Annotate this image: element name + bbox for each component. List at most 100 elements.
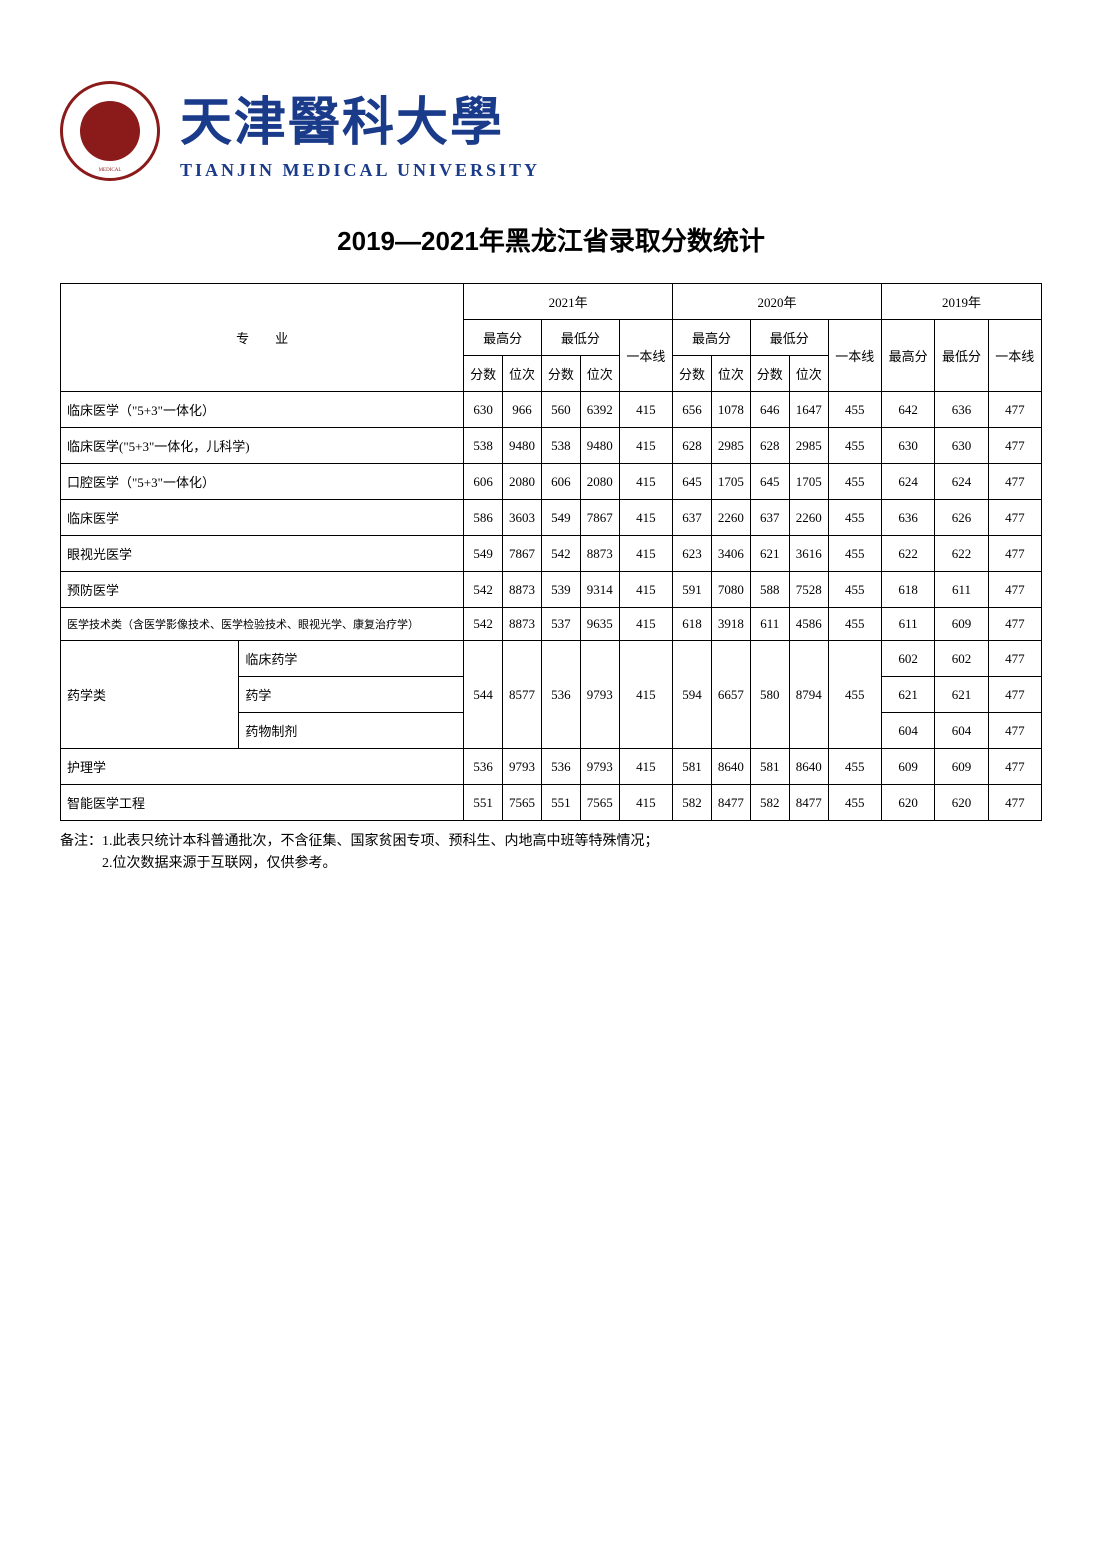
table-row: 口腔医学（"5+3"一体化） 606 2080 606 2080 415 645… [61,464,1042,500]
cell: 2985 [711,428,750,464]
cell: 549 [464,536,503,572]
major-sub-cell: 药物制剂 [239,713,464,749]
th-rank: 位次 [711,356,750,392]
major-cell: 临床医学 [61,500,464,536]
cell: 455 [828,536,881,572]
major-cell: 眼视光医学 [61,536,464,572]
table-row: 智能医学工程 551 7565 551 7565 415 582 8477 58… [61,785,1042,821]
cell: 9793 [503,749,542,785]
cell: 646 [750,392,789,428]
cell: 477 [988,392,1041,428]
th-rank: 位次 [580,356,619,392]
cell: 415 [619,464,672,500]
cell: 8577 [503,641,542,749]
th-score: 分数 [541,356,580,392]
cell: 9793 [580,641,619,749]
university-cn-name: 天津醫科大學 [180,80,540,155]
cell: 477 [988,464,1041,500]
major-group-cell: 药学类 [61,641,239,749]
cell: 7080 [711,572,750,608]
university-logo: MEDICAL [60,81,160,181]
cell: 536 [464,749,503,785]
cell: 2260 [711,500,750,536]
cell: 538 [541,428,580,464]
cell: 6657 [711,641,750,749]
cell: 594 [673,641,712,749]
cell: 415 [619,536,672,572]
cell: 536 [541,641,580,749]
cell: 4586 [789,608,828,641]
cell: 624 [935,464,988,500]
header: MEDICAL 天津醫科大學 TIANJIN MEDICAL UNIVERSIT… [60,80,1042,181]
th-score: 分数 [464,356,503,392]
cell: 538 [464,428,503,464]
cell: 415 [619,641,672,749]
cell: 609 [881,749,934,785]
cell: 455 [828,641,881,749]
major-cell: 临床医学("5+3"一体化，儿科学) [61,428,464,464]
th-line-2019: 一本线 [988,320,1041,392]
cell: 477 [988,536,1041,572]
cell: 3603 [503,500,542,536]
major-cell: 临床医学（"5+3"一体化） [61,392,464,428]
cell: 645 [750,464,789,500]
th-max-2020: 最高分 [673,320,751,356]
university-name: 天津醫科大學 TIANJIN MEDICAL UNIVERSITY [180,80,540,181]
cell: 415 [619,428,672,464]
cell: 8640 [789,749,828,785]
cell: 624 [881,464,934,500]
cell: 455 [828,608,881,641]
cell: 1705 [789,464,828,500]
note-line-2: 2.位次数据来源于互联网，仅供参考。 [60,853,1042,875]
cell: 1705 [711,464,750,500]
cell: 8873 [503,572,542,608]
cell: 455 [828,500,881,536]
cell: 611 [935,572,988,608]
major-cell: 口腔医学（"5+3"一体化） [61,464,464,500]
cell: 477 [988,608,1041,641]
page-title: 2019—2021年黑龙江省录取分数统计 [60,221,1042,258]
cell: 2985 [789,428,828,464]
cell: 537 [541,608,580,641]
cell: 602 [935,641,988,677]
cell: 542 [541,536,580,572]
cell: 536 [541,749,580,785]
cell: 455 [828,464,881,500]
th-max-2021: 最高分 [464,320,542,356]
major-sub-cell: 药学 [239,677,464,713]
cell: 621 [881,677,934,713]
cell: 604 [881,713,934,749]
cell: 580 [750,641,789,749]
major-cell: 护理学 [61,749,464,785]
th-year-2019: 2019年 [881,284,1041,320]
cell: 455 [828,749,881,785]
cell: 656 [673,392,712,428]
th-year-2021: 2021年 [464,284,673,320]
cell: 455 [828,785,881,821]
cell: 1078 [711,392,750,428]
th-score: 分数 [750,356,789,392]
cell: 477 [988,428,1041,464]
cell: 9793 [580,749,619,785]
cell: 6392 [580,392,619,428]
cell: 455 [828,428,881,464]
cell: 415 [619,785,672,821]
table-row: 临床医学（"5+3"一体化） 630 966 560 6392 415 656 … [61,392,1042,428]
cell: 586 [464,500,503,536]
th-line-2020: 一本线 [828,320,881,392]
cell: 3406 [711,536,750,572]
cell: 415 [619,392,672,428]
cell: 560 [541,392,580,428]
cell: 609 [935,608,988,641]
cell: 415 [619,500,672,536]
table-row: 护理学 536 9793 536 9793 415 581 8640 581 8… [61,749,1042,785]
cell: 620 [881,785,934,821]
th-min-2020: 最低分 [750,320,828,356]
cell: 477 [988,572,1041,608]
cell: 455 [828,392,881,428]
cell: 642 [881,392,934,428]
cell: 604 [935,713,988,749]
major-cell: 医学技术类（含医学影像技术、医学检验技术、眼视光学、康复治疗学） [61,608,464,641]
cell: 8873 [503,608,542,641]
cell: 3918 [711,608,750,641]
